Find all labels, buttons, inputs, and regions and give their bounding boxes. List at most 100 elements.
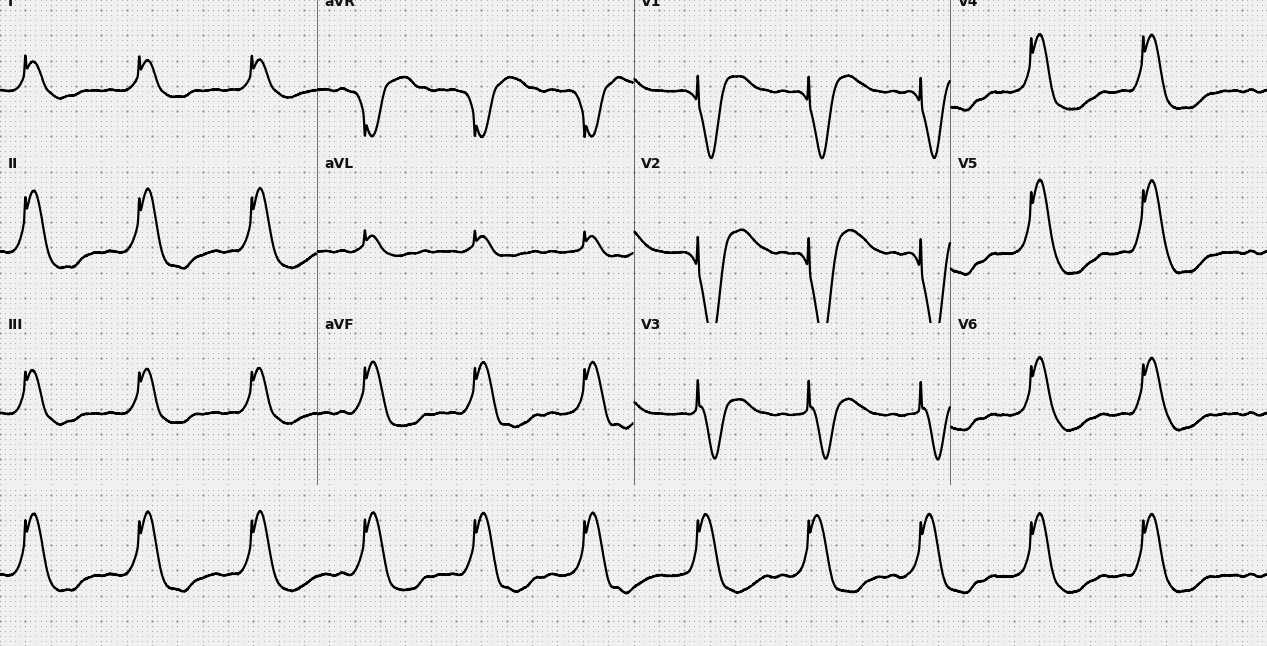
Point <box>664 630 684 641</box>
Point <box>304 328 324 339</box>
Point <box>1150 323 1171 333</box>
Point <box>598 267 618 278</box>
Point <box>218 545 238 556</box>
Point <box>122 419 142 429</box>
Point <box>279 479 299 490</box>
Point <box>1059 121 1079 131</box>
Point <box>882 413 902 424</box>
Point <box>684 101 704 111</box>
Point <box>10 510 30 520</box>
Point <box>1161 257 1181 267</box>
Point <box>983 176 1003 187</box>
Point <box>557 151 578 162</box>
Point <box>522 257 542 267</box>
Point <box>527 641 547 646</box>
Point <box>659 424 679 434</box>
Point <box>593 298 613 308</box>
Point <box>248 540 269 550</box>
Point <box>466 141 487 152</box>
Point <box>664 111 684 121</box>
Point <box>25 242 46 253</box>
Point <box>552 384 573 394</box>
Point <box>1226 636 1247 646</box>
Point <box>456 307 476 318</box>
Point <box>329 273 350 283</box>
Point <box>983 217 1003 227</box>
Point <box>684 96 704 106</box>
Point <box>340 323 360 333</box>
Point <box>710 167 730 177</box>
Point <box>1211 570 1232 581</box>
Point <box>380 399 400 409</box>
Point <box>487 490 507 500</box>
Point <box>1034 368 1054 379</box>
Point <box>309 424 329 434</box>
Point <box>623 565 644 576</box>
Point <box>598 464 618 475</box>
Point <box>198 0 218 10</box>
Point <box>902 96 922 106</box>
Point <box>324 469 345 479</box>
Point <box>978 490 998 500</box>
Point <box>841 560 862 570</box>
Point <box>492 499 512 510</box>
Point <box>177 187 198 197</box>
Point <box>279 530 299 540</box>
Point <box>593 449 613 459</box>
Point <box>1140 459 1161 470</box>
Point <box>816 373 836 384</box>
Point <box>644 182 664 192</box>
Point <box>15 116 35 127</box>
Point <box>127 490 147 500</box>
Point <box>557 373 578 384</box>
Point <box>578 596 598 606</box>
Point <box>162 156 182 167</box>
Point <box>917 424 938 434</box>
Point <box>56 429 76 439</box>
Point <box>309 222 329 233</box>
Point <box>862 424 882 434</box>
Point <box>730 116 750 127</box>
Point <box>258 358 279 368</box>
Point <box>593 469 613 479</box>
Point <box>340 70 360 81</box>
Point <box>811 151 831 162</box>
Point <box>527 379 547 389</box>
Point <box>704 484 725 495</box>
Point <box>329 121 350 131</box>
Point <box>1090 277 1110 287</box>
Point <box>791 287 811 298</box>
Point <box>679 626 699 636</box>
Point <box>25 176 46 187</box>
Point <box>983 171 1003 182</box>
Point <box>309 630 329 641</box>
Point <box>1242 605 1262 616</box>
Point <box>172 621 193 631</box>
Point <box>264 449 284 459</box>
Point <box>329 328 350 339</box>
Point <box>628 76 649 86</box>
Point <box>258 318 279 328</box>
Point <box>1120 131 1140 141</box>
Point <box>664 348 684 359</box>
Point <box>988 237 1009 247</box>
Point <box>588 479 608 490</box>
Point <box>208 65 228 76</box>
Point <box>760 242 780 253</box>
Point <box>1069 131 1090 141</box>
Point <box>1206 419 1226 429</box>
Point <box>801 303 821 313</box>
Point <box>319 525 340 535</box>
Point <box>745 419 765 429</box>
Point <box>943 479 963 490</box>
Point <box>324 610 345 621</box>
Point <box>71 630 91 641</box>
Point <box>532 162 552 172</box>
Point <box>750 227 770 237</box>
Point <box>933 207 953 217</box>
Point <box>66 601 86 610</box>
Point <box>426 454 446 464</box>
Point <box>1069 570 1090 581</box>
Point <box>1201 469 1221 479</box>
Point <box>233 444 253 454</box>
